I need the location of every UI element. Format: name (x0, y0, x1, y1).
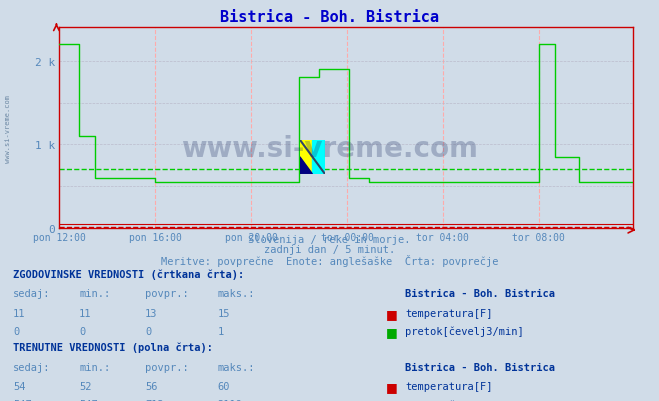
Text: 54: 54 (13, 381, 26, 391)
Text: 1: 1 (217, 326, 223, 336)
Text: ■: ■ (386, 399, 397, 401)
Text: min.:: min.: (79, 289, 110, 299)
Text: pretok[čevelj3/min]: pretok[čevelj3/min] (405, 326, 524, 336)
Text: Bistrica - Boh. Bistrica: Bistrica - Boh. Bistrica (405, 362, 556, 372)
Text: www.si-vreme.com: www.si-vreme.com (5, 94, 11, 162)
Bar (312, 140, 325, 174)
Text: 0: 0 (145, 326, 151, 336)
Text: Meritve: povprečne  Enote: anglešaške  Črta: povprečje: Meritve: povprečne Enote: anglešaške Črt… (161, 255, 498, 267)
Text: sedaj:: sedaj: (13, 362, 51, 372)
Text: povpr.:: povpr.: (145, 362, 188, 372)
Text: 13: 13 (145, 308, 158, 318)
Text: 60: 60 (217, 381, 230, 391)
Text: maks.:: maks.: (217, 289, 255, 299)
Text: zadnji dan / 5 minut.: zadnji dan / 5 minut. (264, 245, 395, 255)
Text: ZGODOVINSKE VREDNOSTI (črtkana črta):: ZGODOVINSKE VREDNOSTI (črtkana črta): (13, 269, 244, 279)
Text: temperatura[F]: temperatura[F] (405, 381, 493, 391)
Text: sedaj:: sedaj: (13, 289, 51, 299)
Text: Bistrica - Boh. Bistrica: Bistrica - Boh. Bistrica (220, 10, 439, 25)
Text: 52: 52 (79, 381, 92, 391)
Text: maks.:: maks.: (217, 362, 255, 372)
Polygon shape (300, 158, 312, 174)
Text: 2119: 2119 (217, 399, 243, 401)
Text: pretok[čevelj3/min]: pretok[čevelj3/min] (405, 399, 524, 401)
Text: ■: ■ (386, 325, 397, 338)
Text: 0: 0 (13, 326, 19, 336)
Text: 712: 712 (145, 399, 163, 401)
Text: 11: 11 (79, 308, 92, 318)
Text: 56: 56 (145, 381, 158, 391)
Text: Slovenija / reke in morje.: Slovenija / reke in morje. (248, 235, 411, 245)
Text: povpr.:: povpr.: (145, 289, 188, 299)
Text: 15: 15 (217, 308, 230, 318)
Text: temperatura[F]: temperatura[F] (405, 308, 493, 318)
Text: 547: 547 (79, 399, 98, 401)
Text: 0: 0 (79, 326, 85, 336)
Text: min.:: min.: (79, 362, 110, 372)
Text: 11: 11 (13, 308, 26, 318)
Text: ■: ■ (386, 381, 397, 393)
Text: ■: ■ (386, 307, 397, 320)
Text: Bistrica - Boh. Bistrica: Bistrica - Boh. Bistrica (405, 289, 556, 299)
Text: TRENUTNE VREDNOSTI (polna črta):: TRENUTNE VREDNOSTI (polna črta): (13, 342, 213, 352)
Text: www.si-vreme.com: www.si-vreme.com (181, 134, 478, 162)
Text: 547: 547 (13, 399, 32, 401)
